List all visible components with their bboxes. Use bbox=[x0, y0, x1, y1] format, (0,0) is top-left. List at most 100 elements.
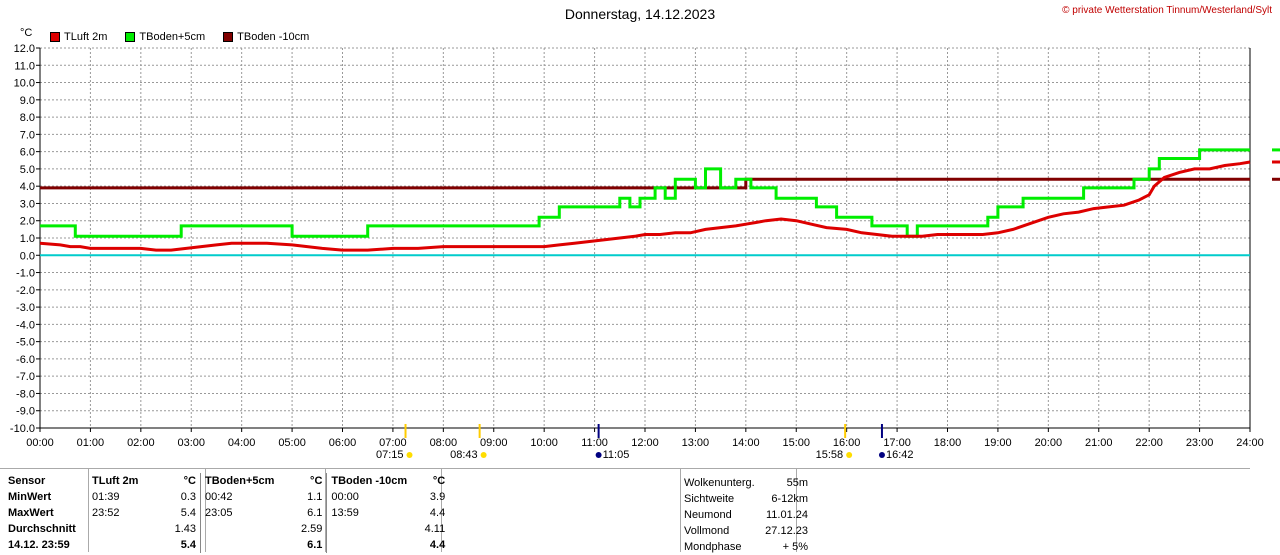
table-header: °C bbox=[432, 475, 446, 487]
astro-value: 6-12km bbox=[771, 493, 808, 505]
y-tick-label: 7.0 bbox=[20, 129, 35, 141]
table-cell: 4.4 bbox=[429, 507, 446, 519]
table-cell: 13:59 bbox=[326, 505, 412, 521]
list-item: Neumond 11.01.24 bbox=[684, 507, 808, 523]
sun-time-label: 16:42 bbox=[886, 449, 914, 461]
divider bbox=[325, 468, 326, 552]
astro-info: Wolkenunterg. 55m Sichtweite 6-12km Neumon… bbox=[684, 475, 808, 555]
table-cell: 2.59 bbox=[300, 523, 323, 535]
table-header: °C bbox=[310, 475, 323, 487]
sun-time-label: 11:05 bbox=[603, 449, 630, 461]
legend-item-tboden5: TBoden+5cm bbox=[125, 31, 205, 43]
astro-key: Sichtweite bbox=[684, 493, 735, 505]
y-tick-label: 8.0 bbox=[20, 112, 35, 124]
table-row: MaxWert 23:52 5.4 23:05 6.1 13:59 4.4 bbox=[4, 505, 449, 521]
list-item: Vollmond 27.12.23 bbox=[684, 523, 808, 539]
x-tick-label: 00:00 bbox=[26, 437, 54, 449]
astro-value: + 5% bbox=[782, 541, 808, 553]
table-cell: 0.3 bbox=[180, 491, 196, 503]
list-item: Wolkenunterg. 55m bbox=[684, 475, 808, 491]
table-cell bbox=[88, 521, 154, 537]
x-tick-label: 20:00 bbox=[1035, 437, 1063, 449]
table-header: °C bbox=[183, 475, 196, 487]
list-item: Mondphase + 5% bbox=[684, 539, 808, 555]
astro-value: 11.01.24 bbox=[765, 509, 808, 521]
x-tick-label: 23:00 bbox=[1186, 437, 1214, 449]
temperature-chart: -10.0 -9.0 -8.0 -7.0 -6.0 -5.0 -4.0 -3.0 -2.0 -1.… bbox=[10, 43, 1280, 461]
sun-icon bbox=[406, 452, 413, 458]
sun-time-label: 15:58 bbox=[816, 449, 844, 461]
x-tick-label: 11:00 bbox=[581, 437, 608, 449]
x-tick-label: 03:00 bbox=[177, 437, 205, 449]
legend-label: TBoden+5cm bbox=[139, 31, 206, 43]
astro-value: 27.12.23 bbox=[765, 525, 808, 537]
table-cell: MinWert bbox=[8, 491, 52, 503]
x-tick-label: 17:00 bbox=[883, 437, 911, 449]
table-cell bbox=[326, 521, 412, 537]
chart-legend: TLuft 2m TBoden+5cm TBoden -10cm bbox=[50, 31, 309, 43]
table-header: TBoden -10cm bbox=[326, 473, 412, 489]
table-header: TLuft 2m bbox=[92, 475, 139, 487]
y-tick-label: -6.0 bbox=[16, 354, 35, 366]
astro-key: Wolkenunterg. bbox=[684, 477, 755, 489]
x-tick-label: 22:00 bbox=[1135, 437, 1163, 449]
x-tick-label: 15:00 bbox=[782, 437, 810, 449]
sensor-table: Sensor TLuft 2m °C TBoden+5cm °C TBoden … bbox=[4, 473, 449, 553]
x-tick-label: 09:00 bbox=[480, 437, 508, 449]
table-cell: 01:39 bbox=[92, 491, 120, 503]
x-tick-label: 12:00 bbox=[631, 437, 659, 449]
legend-item-tboden10: TBoden -10cm bbox=[223, 31, 309, 43]
divider bbox=[680, 468, 681, 552]
y-tick-label: 4.0 bbox=[20, 181, 35, 193]
astro-value: 55m bbox=[786, 477, 808, 489]
x-tick-label: 18:00 bbox=[934, 437, 962, 449]
series-line-tboden5 bbox=[40, 148, 1250, 238]
sun-time-label: 07:15 bbox=[376, 449, 404, 461]
astro-key: Mondphase bbox=[684, 541, 742, 553]
table-cell: 5.4 bbox=[180, 539, 196, 551]
y-tick-label: -5.0 bbox=[16, 337, 35, 349]
y-tick-label: 9.0 bbox=[20, 95, 35, 107]
sun-icon bbox=[878, 452, 885, 458]
table-row: 14.12. 23:59 5.4 6.1 4.4 bbox=[4, 537, 449, 553]
legend-item-tluft: TLuft 2m bbox=[50, 31, 107, 43]
table-cell: 4.11 bbox=[424, 523, 446, 535]
x-tick-label: 13:00 bbox=[682, 437, 710, 449]
table-header: Sensor bbox=[8, 475, 46, 487]
y-tick-label: 5.0 bbox=[20, 164, 35, 176]
sun-icon bbox=[595, 452, 602, 458]
y-tick-label: 6.0 bbox=[20, 147, 35, 159]
x-tick-label: 10:00 bbox=[530, 437, 558, 449]
table-cell: 4.4 bbox=[429, 539, 446, 551]
x-tick-label: 21:00 bbox=[1085, 437, 1113, 449]
divider bbox=[0, 468, 1250, 469]
x-tick-label: 06:00 bbox=[329, 437, 357, 449]
y-tick-label: -3.0 bbox=[16, 302, 35, 314]
legend-label: TLuft 2m bbox=[64, 31, 108, 43]
table-cell: MaxWert bbox=[8, 507, 54, 519]
table-row: MinWert 01:39 0.3 00:42 1.1 00:00 3.9 bbox=[4, 489, 449, 505]
y-tick-label: -1.0 bbox=[16, 268, 35, 280]
astro-key: Neumond bbox=[684, 509, 732, 521]
astro-key: Vollmond bbox=[684, 525, 730, 537]
sun-time-label: 08:43 bbox=[450, 449, 478, 461]
y-tick-label: 10.0 bbox=[14, 78, 35, 90]
x-tick-label: 24:00 bbox=[1236, 437, 1264, 449]
y-tick-label: 3.0 bbox=[20, 198, 35, 210]
table-cell: 00:42 bbox=[200, 489, 279, 505]
table-cell: 1.43 bbox=[174, 523, 196, 535]
y-tick-label: -2.0 bbox=[16, 285, 35, 297]
y-axis-unit: °C bbox=[20, 27, 33, 39]
legend-swatch bbox=[50, 32, 60, 42]
y-tick-label: -8.0 bbox=[16, 388, 35, 400]
y-tick-label: -7.0 bbox=[16, 371, 35, 383]
table-cell: 6.1 bbox=[307, 539, 323, 551]
table-cell: 1.1 bbox=[307, 491, 323, 503]
table-cell: Durchschnitt bbox=[8, 523, 76, 535]
table-cell bbox=[200, 537, 279, 553]
x-tick-label: 01:00 bbox=[77, 437, 105, 449]
x-tick-label: 04:00 bbox=[228, 437, 256, 449]
y-tick-label: 12.0 bbox=[14, 43, 35, 55]
y-tick-label: -10.0 bbox=[10, 423, 35, 435]
series-line-tboden10 bbox=[40, 177, 1250, 190]
